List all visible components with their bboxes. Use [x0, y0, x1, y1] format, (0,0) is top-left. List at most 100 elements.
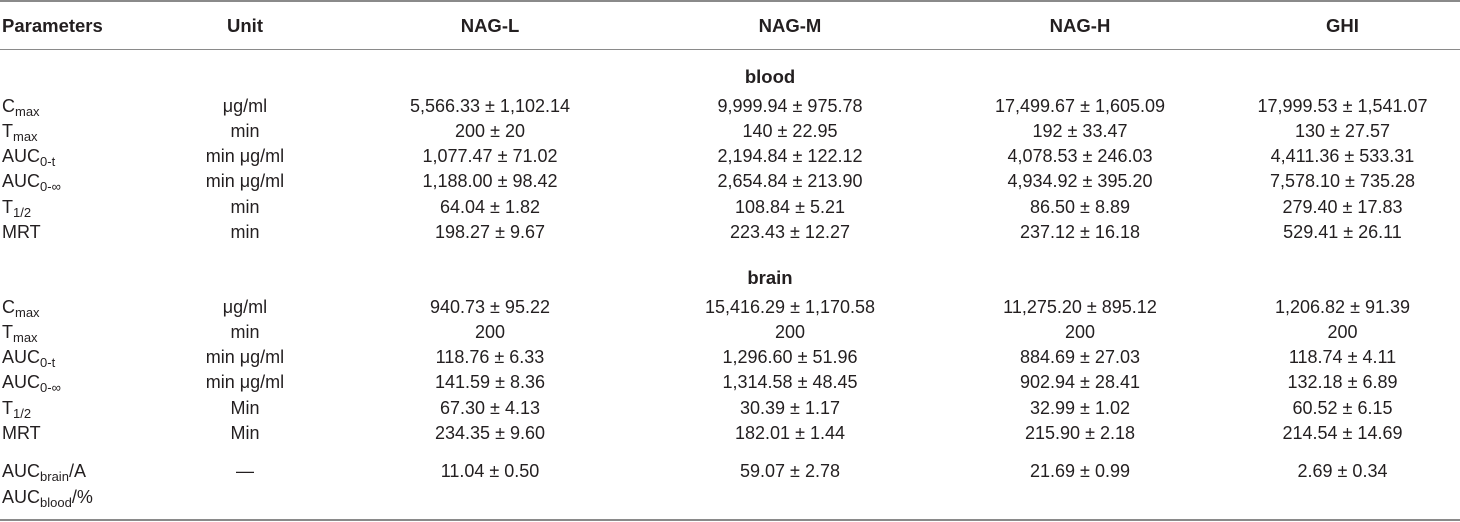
param-subscript: max: [13, 329, 38, 345]
table-row: T1/2 Min 67.30 ± 4.13 30.39 ± 1.17 32.99 ± 1…: [0, 395, 1460, 421]
value-cell: 5,566.33 ± 1,102.14: [409, 95, 570, 116]
value-cell: 21.69 ± 0.99: [1030, 461, 1130, 481]
table-row: T1/2 min 64.04 ± 1.82 108.84 ± 5.21 86.50 ± …: [0, 194, 1460, 220]
value-cell: 2,194.84 ± 122.12: [717, 146, 863, 167]
param-cell: T1/2: [2, 397, 32, 421]
value-cell: 234.35 ± 9.60: [435, 423, 545, 443]
unit-cell: μg/ml: [222, 95, 268, 116]
value-cell: 200: [774, 321, 806, 342]
value-cell: 902.94 ± 28.41: [1020, 372, 1140, 393]
value-cell: 529.41 ± 26.11: [1283, 222, 1402, 242]
param-cell: Cmax: [2, 95, 40, 119]
header-unit: Unit: [227, 15, 263, 36]
value-cell: 141.59 ± 8.36: [435, 372, 545, 393]
value-cell: 200: [474, 321, 506, 342]
value-cell: 940.73 ± 95.22: [430, 296, 550, 317]
param-name: T: [2, 321, 13, 342]
unit-cell: μg/ml: [222, 296, 268, 317]
value-cell: 60.52 ± 6.15: [1292, 397, 1393, 418]
section-heading-0: blood: [0, 64, 1460, 90]
value-cell: 4,934.92 ± 395.20: [1007, 171, 1153, 192]
value-cell: 59.07 ± 2.78: [740, 461, 840, 481]
unit-cell: min μg/ml: [205, 347, 285, 368]
value-cell: 182.01 ± 1.44: [735, 423, 845, 443]
param-name: C: [2, 296, 15, 317]
unit-cell: min μg/ml: [205, 171, 285, 192]
param-cell: AUC0-∞: [2, 372, 61, 396]
param-subscript: max: [15, 103, 40, 119]
param-cell: Cmax: [2, 296, 40, 319]
param-subscript: 1/2: [13, 204, 32, 220]
value-cell: 132.18 ± 6.89: [1287, 372, 1398, 393]
value-cell: 215.90 ± 2.18: [1025, 423, 1135, 443]
table-row: AUC0-t min μg/ml 1,077.47 ± 71.02 2,194.84 …: [0, 144, 1460, 170]
bottom-rule: [0, 519, 1460, 521]
value-cell: 200: [1327, 321, 1358, 342]
value-cell: 11,275.20 ± 895.12: [1003, 296, 1157, 317]
table-row: MRT min 198.27 ± 9.67 223.43 ± 12.27 237.12 …: [0, 220, 1460, 246]
header-parameters: Parameters: [2, 15, 103, 36]
value-cell: 1,314.58 ± 48.45: [722, 372, 858, 393]
unit-cell: min μg/ml: [205, 146, 285, 167]
value-cell: 4,411.36 ± 533.31: [1270, 146, 1415, 167]
param-cell: AUC0-∞: [2, 171, 61, 195]
unit-cell: min: [230, 196, 260, 217]
param-cell: Tmax: [2, 321, 38, 345]
param-cell: Tmax: [2, 120, 38, 143]
value-cell: 1,296.60 ± 51.96: [722, 347, 858, 368]
table-row-auc-ratio: AUCbrain/A AUCblood/% — 11.04 ± 0.50 59.07 ±…: [0, 458, 1460, 510]
param-name: T: [2, 120, 13, 141]
value-cell: 32.99 ± 1.02: [1030, 397, 1130, 418]
value-cell: 4,078.53 ± 246.03: [1007, 146, 1153, 167]
param-name: T: [2, 196, 13, 217]
param-line-1: AUCbrain/A: [2, 461, 86, 484]
unit-cell: min: [230, 120, 260, 141]
table-row: AUC0-∞ min μg/ml 1,188.00 ± 98.42 2,654.84 …: [0, 169, 1460, 195]
table-row: Tmax min 200 200 200 200: [0, 319, 1460, 345]
value-cell: 7,578.10 ± 735.28: [1269, 171, 1415, 192]
param-subscript: 1/2: [13, 405, 32, 421]
param-name: MRT: [2, 222, 41, 242]
param-name: T: [2, 397, 13, 418]
header-nag-l: NAG-L: [460, 15, 520, 36]
value-cell: 140 ± 22.95: [742, 120, 838, 141]
header-rule: [0, 49, 1460, 50]
value-cell: 200 ± 20: [455, 120, 525, 141]
unit-cell: —: [236, 461, 254, 481]
top-rule: [0, 0, 1460, 2]
param-name: C: [2, 95, 15, 116]
section-heading-1: brain: [0, 265, 1460, 291]
value-cell: 118.76 ± 6.33: [435, 347, 545, 368]
param-cell: AUC0-t: [2, 347, 56, 371]
unit-cell: Min: [230, 397, 260, 418]
param-cell: AUC0-t: [2, 146, 56, 170]
value-cell: 15,416.29 ± 1,170.58: [704, 296, 876, 317]
param-subscript: 0-t: [40, 355, 56, 371]
header-nag-h: NAG-H: [1049, 15, 1111, 36]
param-subscript: 0-∞: [40, 179, 61, 195]
header-row: Parameters Unit NAG-L NAG-M NAG-H GHI: [0, 6, 1460, 46]
section-title: blood: [744, 66, 796, 87]
value-cell: 9,999.94 ± 975.78: [717, 95, 863, 116]
param-subscript: 0-t: [40, 154, 56, 170]
value-cell: 1,206.82 ± 91.39: [1275, 296, 1410, 317]
value-cell: 237.12 ± 16.18: [1020, 222, 1140, 242]
param-name: AUC: [2, 372, 41, 393]
value-cell: 214.54 ± 14.69: [1282, 423, 1403, 443]
param-subscript: 0-∞: [40, 380, 61, 396]
param-cell: MRT: [2, 423, 41, 444]
value-cell: 64.04 ± 1.82: [440, 196, 540, 217]
value-cell: 86.50 ± 8.89: [1030, 196, 1130, 217]
param-cell: MRT: [2, 222, 41, 243]
value-cell: 198.27 ± 9.67: [435, 222, 545, 242]
value-cell: 2,654.84 ± 213.90: [717, 171, 863, 192]
table-row: Cmax μg/ml 5,566.33 ± 1,102.14 9,999.94 ± 9…: [0, 93, 1460, 119]
param-cell: T1/2: [2, 196, 32, 220]
value-cell: 130 ± 27.57: [1295, 120, 1390, 141]
header-nag-m: NAG-M: [758, 15, 822, 36]
param-name: AUC: [2, 171, 41, 192]
value-cell: 118.74 ± 4.11: [1288, 347, 1397, 368]
table-row: Tmax min 200 ± 20 140 ± 22.95 192 ± 33.47 130…: [0, 118, 1460, 144]
value-cell: 223.43 ± 12.27: [730, 222, 850, 242]
value-cell: 30.39 ± 1.17: [740, 397, 840, 418]
